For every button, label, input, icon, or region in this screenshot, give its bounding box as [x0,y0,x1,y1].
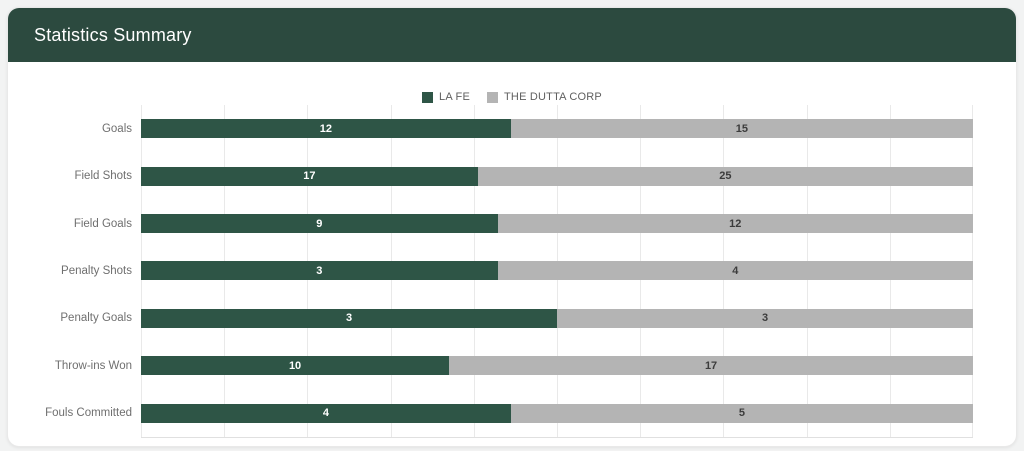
category-label: Goals [101,122,132,135]
bar-segment-la-fe[interactable]: 3 [141,308,557,328]
chart-legend: LA FE THE DUTTA CORP [8,91,1016,103]
bar-value-label: 9 [316,217,323,230]
stacked-bar: 9 12 [141,214,973,234]
bar-segment-the-dutta-corp[interactable]: 25 [477,166,973,186]
bar-segment-the-dutta-corp[interactable]: 15 [510,119,973,139]
category-label: Fouls Committed [45,407,132,420]
bar-segment-the-dutta-corp[interactable]: 5 [510,403,973,423]
bar-value-label: 25 [719,170,732,183]
bar-segment-la-fe[interactable]: 4 [141,403,511,423]
bar-row-penalty-goals: Penalty Goals 3 3 [60,295,973,342]
category-label: Field Goals [73,217,132,230]
category-label: Field Shots [74,170,132,183]
bar-row-throw-ins-won: Throw-ins Won 10 17 [55,342,973,389]
bar-segment-the-dutta-corp[interactable]: 4 [497,261,973,281]
legend-swatch-icon [422,91,434,103]
bar-row-field-shots: Field Shots 17 25 [74,152,973,199]
stacked-bar: 17 25 [141,166,973,186]
category-label: Penalty Shots [61,264,132,277]
legend-item-la-fe: LA FE [422,91,470,103]
bar-value-label: 3 [761,312,769,325]
bar-value-label: 10 [288,359,302,372]
bar-segment-la-fe[interactable]: 12 [141,119,511,139]
bar-value-label: 12 [729,217,742,230]
category-label: Penalty Goals [60,312,132,325]
statistics-summary-card: Statistics Summary LA FE THE DUTTA CORP G… [7,7,1017,447]
chart-plot-area: Goals 12 15 Field Shots 17 25 Field Goals 9 12 Pe… [45,105,973,438]
legend-label: LA FE [439,91,471,103]
bar-value-label: 17 [303,170,316,183]
bar-row-goals: Goals 12 15 [102,105,973,152]
bar-value-label: 17 [704,359,718,372]
bar-segment-la-fe[interactable]: 10 [141,356,450,376]
card-header: Statistics Summary [8,8,1016,62]
bar-value-label: 3 [316,264,323,277]
bar-value-label: 4 [732,264,739,277]
bar-segment-the-dutta-corp[interactable]: 12 [497,214,973,234]
legend-swatch-icon [487,91,499,103]
bar-segment-la-fe[interactable]: 17 [141,166,478,186]
bar-value-label: 12 [319,122,332,135]
bar-segment-the-dutta-corp[interactable]: 17 [449,356,973,376]
stacked-bar: 10 17 [141,356,973,376]
bar-value-label: 4 [322,407,329,420]
legend-label: THE DUTTA CORP [504,91,602,103]
bar-row-fouls-committed: Fouls Committed 4 5 [45,390,973,437]
bar-value-label: 15 [735,122,748,135]
bar-segment-la-fe[interactable]: 3 [141,261,498,281]
legend-item-the-dutta-corp: THE DUTTA CORP [487,91,602,103]
bar-row-penalty-shots: Penalty Shots 3 4 [61,247,973,294]
stacked-bar: 12 15 [141,119,973,139]
bar-value-label: 5 [738,407,745,420]
bar-row-field-goals: Field Goals 9 12 [74,200,973,247]
bar-segment-la-fe[interactable]: 9 [141,214,498,234]
bar-value-label: 3 [345,312,353,325]
category-label: Throw-ins Won [54,359,132,372]
page-title: Statistics Summary [34,24,192,45]
bar-segment-the-dutta-corp[interactable]: 3 [557,308,973,328]
